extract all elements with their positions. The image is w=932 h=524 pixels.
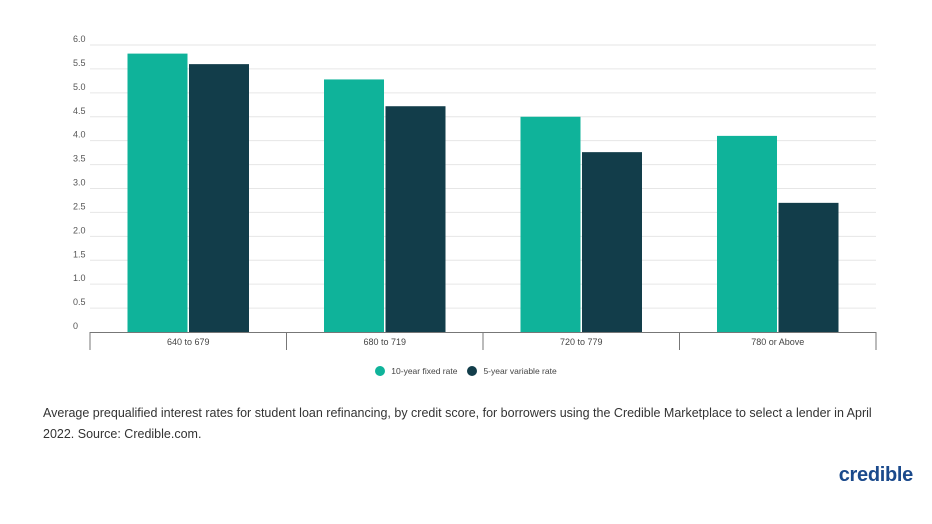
x-category-label: 780 or Above — [751, 337, 804, 347]
bar-variable — [385, 106, 446, 332]
y-tick-label: 6.0 — [73, 34, 86, 44]
bar-chart: 0 0.5 1.0 1.5 2.0 2.5 3.0 3.5 4.0 4.5 5.0 5.5 6.0 64… — [73, 34, 877, 350]
bar-variable — [189, 64, 249, 332]
legend-item: 5-year variable rate — [467, 366, 557, 376]
x-category-label: 640 to 679 — [167, 337, 210, 347]
chart-legend: 10-year fixed rate 5-year variable rate — [0, 366, 932, 376]
x-category-label: 720 to 779 — [560, 337, 603, 347]
bar-variable — [582, 152, 642, 332]
bar-fixed — [717, 135, 777, 332]
x-axis — [89, 332, 877, 350]
y-tick-label: 0 — [73, 321, 78, 331]
credible-logo: credible — [838, 464, 914, 486]
y-tick-label: 0.5 — [73, 297, 86, 307]
legend-swatch — [375, 366, 386, 376]
y-tick-label: 5.5 — [73, 58, 86, 68]
y-tick-label: 5.0 — [73, 82, 86, 92]
bar-fixed — [127, 53, 188, 333]
x-axis-categories: 640 to 679 680 to 719 720 to 779 780 or Abo… — [167, 337, 804, 347]
legend-label: 10-year fixed rate — [391, 366, 458, 376]
y-tick-label: 3.5 — [73, 154, 86, 164]
bars — [127, 53, 839, 333]
legend-item: 10-year fixed rate — [375, 366, 457, 376]
bar-variable — [778, 202, 839, 332]
y-tick-label: 1.0 — [73, 273, 86, 283]
y-tick-label: 4.5 — [73, 106, 86, 116]
y-tick-label: 4.0 — [73, 130, 86, 140]
legend-swatch — [467, 366, 478, 376]
bar-fixed — [324, 79, 384, 332]
y-tick-label: 3.0 — [73, 178, 86, 188]
bar-fixed — [520, 116, 581, 332]
y-tick-label: 2.5 — [73, 201, 86, 211]
y-axis-ticks: 0 0.5 1.0 1.5 2.0 2.5 3.0 3.5 4.0 4.5 5.0 5.5 6.0 — [73, 34, 86, 331]
chart-caption: Average prequalified interest rates for … — [43, 406, 872, 441]
x-category-label: 680 to 719 — [363, 337, 406, 347]
y-tick-label: 2.0 — [73, 225, 86, 235]
legend-label: 5-year variable rate — [483, 366, 557, 376]
y-tick-label: 1.5 — [73, 249, 86, 259]
